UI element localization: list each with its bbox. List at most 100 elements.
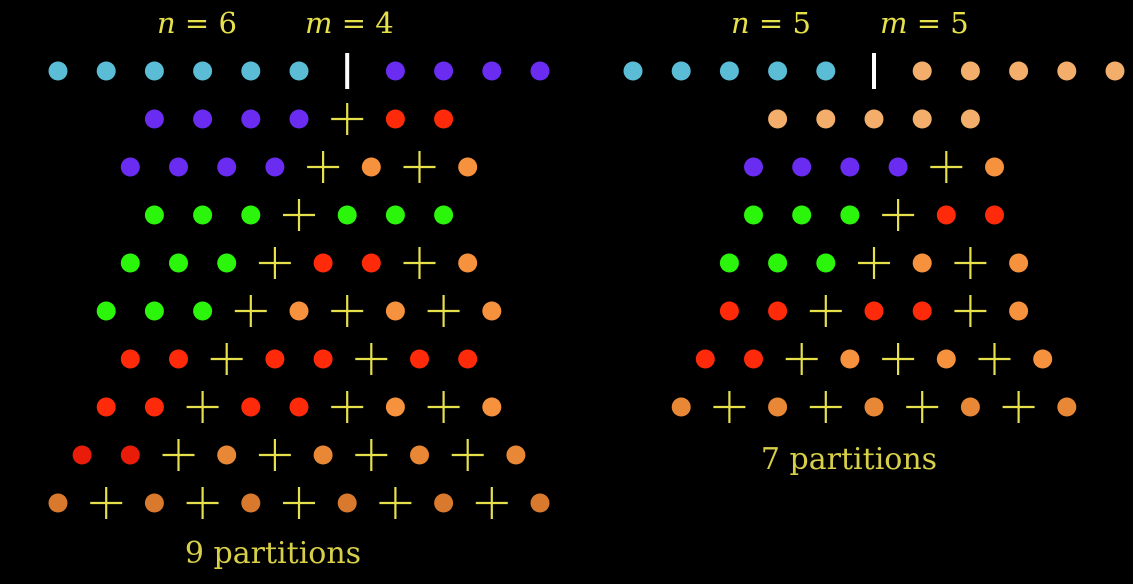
plus-sign [210,343,243,375]
dot [912,301,932,321]
dot [816,109,836,129]
dot [193,205,213,225]
dot [458,157,478,177]
dot [936,349,956,369]
dot [960,109,980,129]
dot [120,253,140,273]
dot [217,157,237,177]
dot [671,61,691,81]
plus-sign [379,487,412,519]
dot [241,205,261,225]
dot [719,301,739,321]
dot [385,397,405,417]
dot [840,205,860,225]
dot [719,61,739,81]
dot [410,349,429,369]
dot [361,253,381,273]
dot [144,397,164,417]
dot [96,397,116,417]
dot [169,349,188,369]
dot [169,253,188,273]
dot [289,301,309,321]
dot [840,157,860,177]
dot [985,205,1004,225]
dot [48,493,68,513]
plus-sign [451,439,484,471]
dot [912,109,932,129]
dot [144,61,164,81]
plus-sign [882,199,915,231]
dot [1105,61,1125,81]
right-m-label: m = 5 [880,6,969,40]
dot [193,61,213,81]
dot [719,253,739,273]
dot [217,445,237,465]
dot [936,205,956,225]
dot [193,301,213,321]
dot [960,61,980,81]
plus-sign [930,151,963,183]
plus-sign [283,199,315,231]
dot [768,61,788,81]
dot [792,157,812,177]
plus-sign [162,439,195,471]
dot [623,61,643,81]
dot [434,493,454,513]
dot [912,61,932,81]
plus-sign [906,391,939,423]
dot [241,109,261,129]
plus-sign [258,247,291,279]
dot [265,157,285,177]
dot [960,397,980,417]
plus-sign [858,247,890,279]
dot [144,493,164,513]
dot [888,157,908,177]
dot [313,445,333,465]
dot [768,109,788,129]
dot [744,157,763,177]
dot [96,61,116,81]
dot [744,205,763,225]
dot [434,61,454,81]
plus-sign [331,295,364,327]
plus-sign [882,343,915,375]
dot [144,109,164,129]
dot [265,349,285,369]
dot [169,157,188,177]
dot [144,301,164,321]
plus-sign [307,151,340,183]
plus-sign [809,295,842,327]
dot [434,109,454,129]
dot [985,157,1004,177]
dot [768,253,788,273]
plus-sign [1002,391,1035,423]
dot [1009,301,1029,321]
plus-sign [186,487,219,519]
dot [671,397,691,417]
dot [864,109,884,129]
plus-sign [785,343,818,375]
plus-sign [475,487,508,519]
dot [506,445,526,465]
dot [313,253,333,273]
dot [385,61,405,81]
dot [816,253,836,273]
dot [1057,397,1077,417]
dot [864,301,884,321]
plus-sign [954,247,987,279]
dot [864,397,884,417]
dot [744,349,763,369]
dot [912,253,932,273]
plus-sign [355,439,388,471]
plus-sign [403,151,436,183]
dot [361,157,381,177]
dot [695,349,715,369]
dot [434,205,454,225]
plus-sign [954,295,987,327]
dot [1033,349,1053,369]
dot [482,61,502,81]
dot [217,253,237,273]
plus-sign [234,295,267,327]
dot [144,205,164,225]
